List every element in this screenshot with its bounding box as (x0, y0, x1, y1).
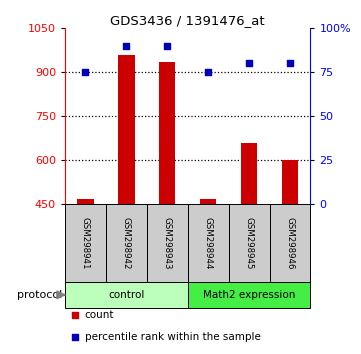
Bar (188, 281, 310, 308)
Bar (147, 204, 188, 281)
Point (246, 61, 252, 66)
Text: percentile rank within the sample: percentile rank within the sample (84, 332, 261, 342)
Point (123, 43, 129, 49)
Text: GSM298942: GSM298942 (122, 217, 131, 269)
Point (83, 69, 88, 75)
Bar (200, 199, 216, 204)
Text: GSM298945: GSM298945 (245, 217, 253, 269)
Text: GSM298944: GSM298944 (204, 217, 213, 269)
Title: GDS3436 / 1391476_at: GDS3436 / 1391476_at (110, 14, 265, 27)
Bar (106, 204, 147, 281)
Point (164, 43, 170, 49)
Bar (270, 204, 310, 281)
Bar (77, 199, 93, 204)
Text: protocol: protocol (17, 290, 62, 300)
Bar (65, 204, 106, 281)
Bar (241, 143, 257, 204)
Point (72, 312, 78, 318)
Text: count: count (84, 310, 114, 320)
Text: control: control (108, 290, 144, 300)
Bar (188, 204, 229, 281)
Point (287, 61, 293, 66)
Text: GSM298941: GSM298941 (81, 217, 90, 269)
Text: GSM298946: GSM298946 (286, 217, 295, 269)
Text: GSM298943: GSM298943 (163, 217, 172, 269)
Point (72, 335, 78, 340)
Bar (118, 55, 135, 204)
Text: Math2 expression: Math2 expression (203, 290, 295, 300)
Bar (65, 281, 188, 308)
Bar (159, 62, 175, 204)
Point (205, 69, 211, 75)
Bar (229, 204, 270, 281)
Bar (282, 160, 298, 204)
